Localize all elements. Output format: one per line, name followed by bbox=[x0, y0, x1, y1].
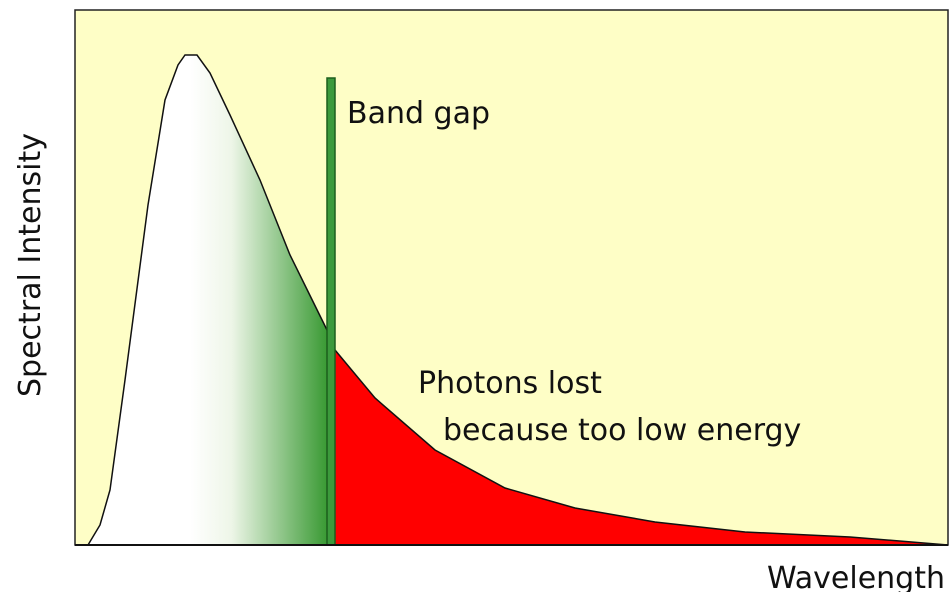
absorbed-region bbox=[88, 55, 327, 545]
spectrum-curve bbox=[87, 54, 949, 546]
lost-region bbox=[335, 350, 948, 545]
x-axis-label: Wavelength bbox=[767, 561, 945, 592]
lost-label: because too low energy bbox=[443, 413, 801, 448]
band-gap-bar bbox=[326, 77, 336, 546]
y-axis-label: Spectral Intensity bbox=[13, 133, 48, 397]
band-gap-label: Band gap bbox=[347, 96, 490, 131]
lost-label: Photons lost bbox=[418, 366, 602, 401]
